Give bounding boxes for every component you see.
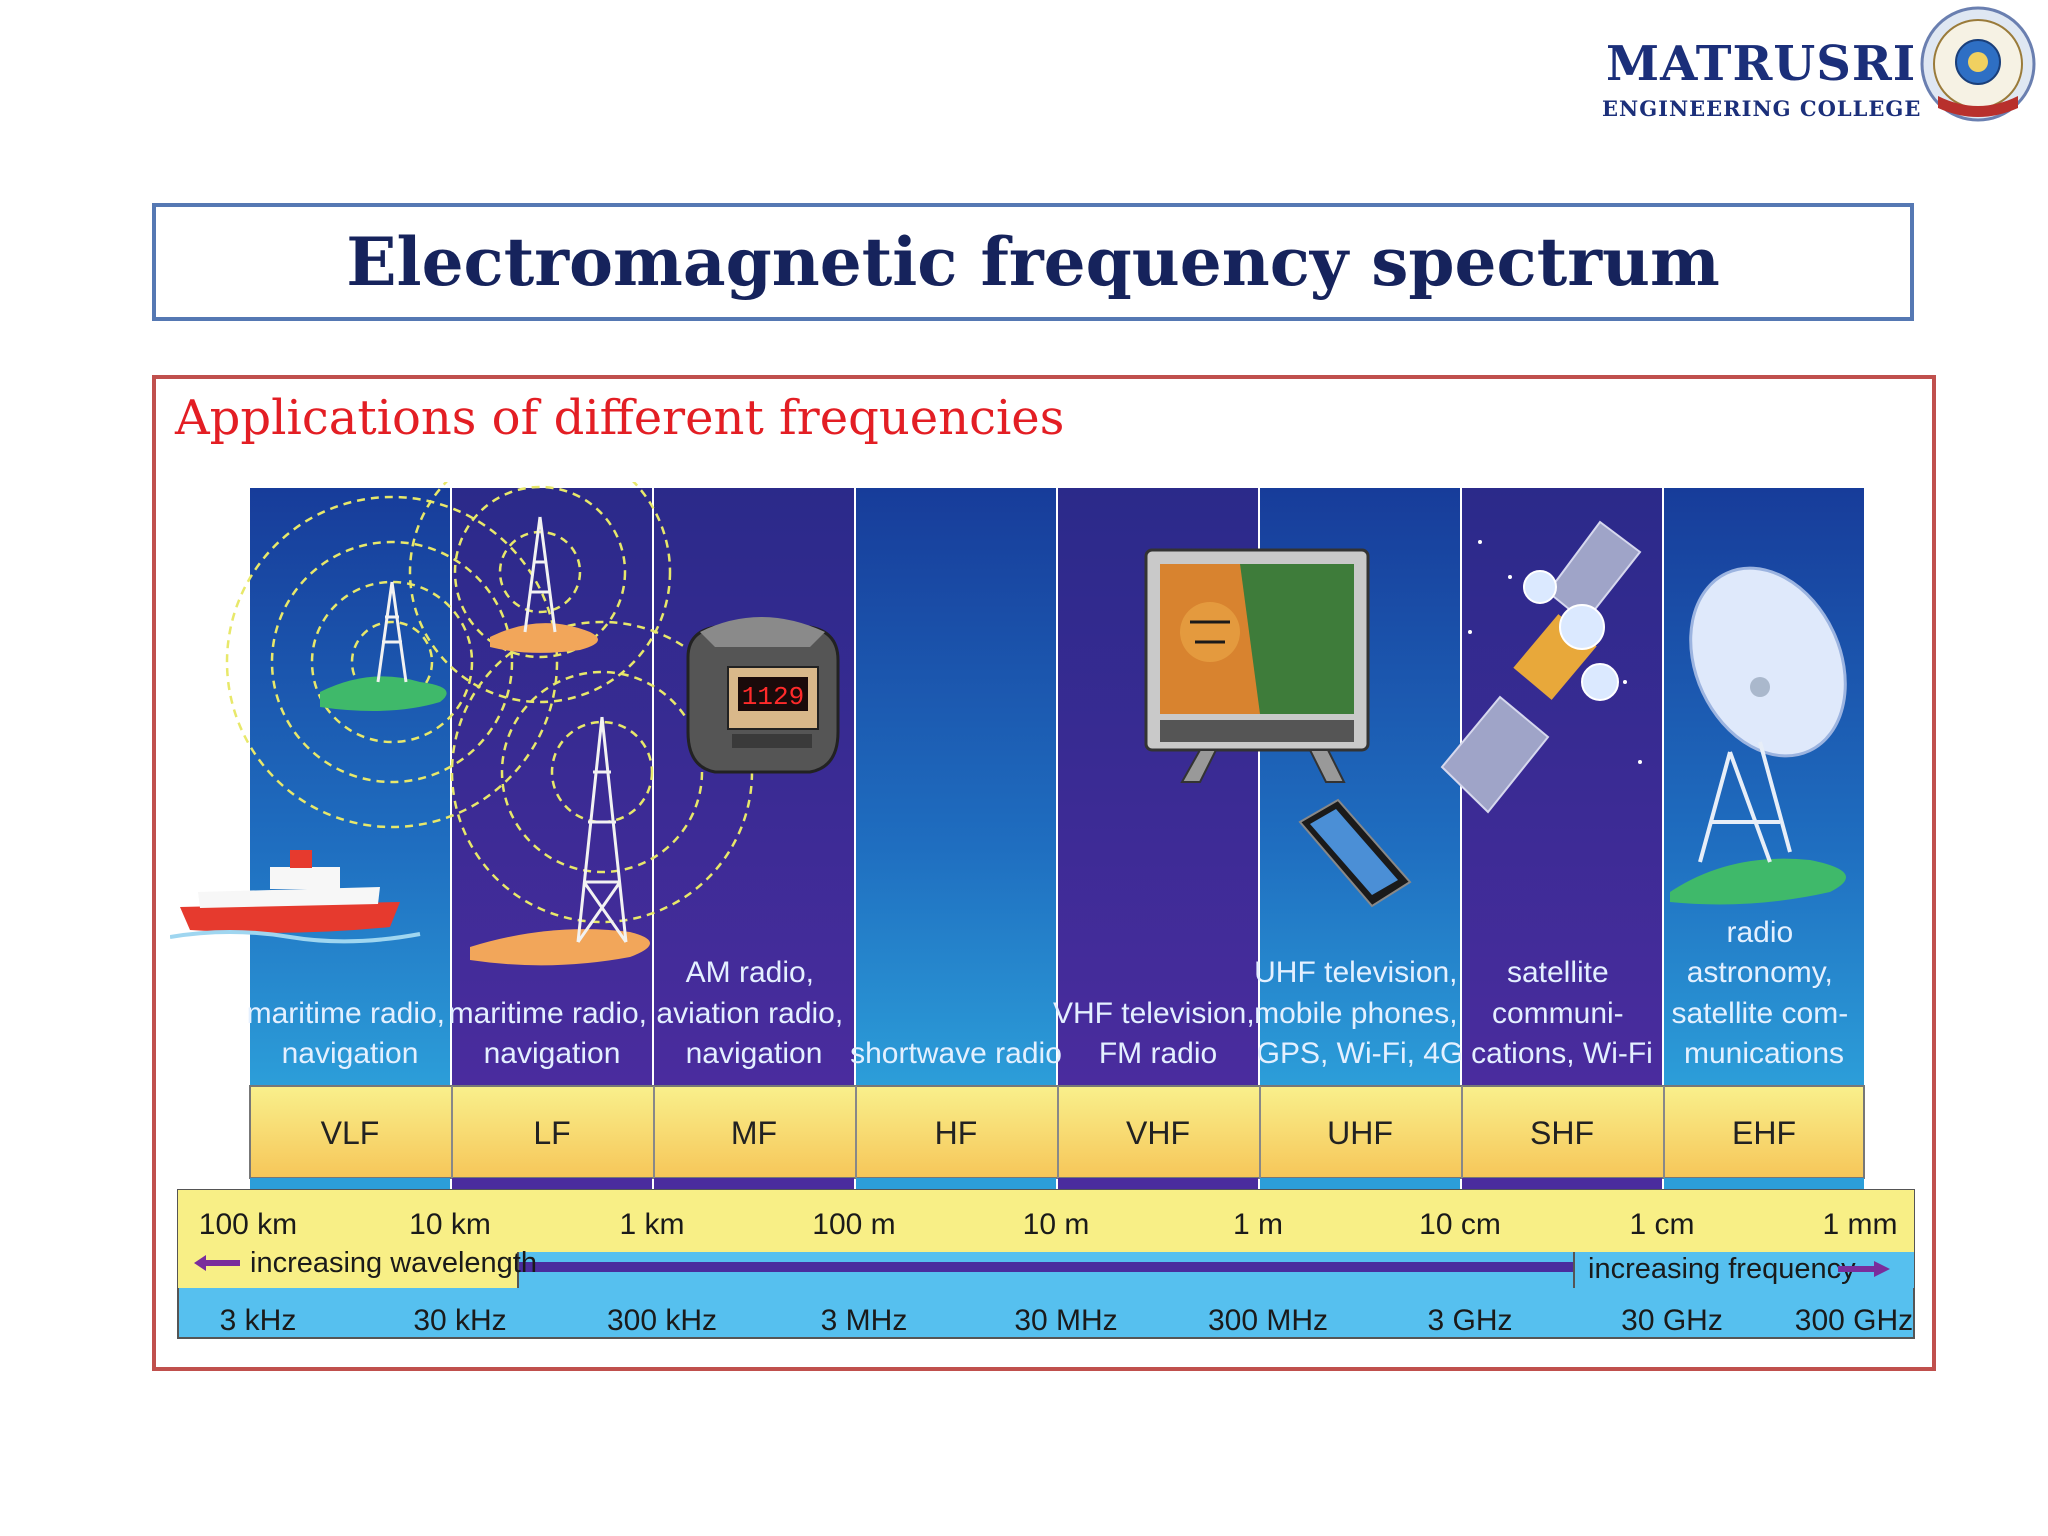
frequency-spectrum-diagram: 1129 maritime radio, — [170, 482, 1915, 1339]
band-column-hf — [856, 488, 1056, 1086]
title-box: Electromagnetic frequency spectrum — [152, 203, 1914, 321]
college-seal-icon — [1920, 6, 2036, 122]
band-label-hf: HF — [935, 1115, 978, 1151]
column-strips — [250, 1178, 1864, 1190]
frequency-label: 300 kHz — [607, 1304, 717, 1337]
frequency-arrow-label: increasing frequency — [1588, 1253, 1856, 1285]
application-labels: maritime radio, navigation maritime radi… — [247, 916, 1856, 1070]
wavelength-label: 10 km — [409, 1208, 491, 1241]
band-column-mf — [654, 488, 854, 1086]
wavelength-label: 1 m — [1233, 1208, 1283, 1241]
stars — [1468, 540, 1642, 764]
app-label-lf: maritime radio, navigation — [449, 997, 656, 1070]
logo-name: MATRUSRI — [1606, 36, 1917, 92]
mobile-phone-icon — [1298, 798, 1412, 908]
wavelength-label: 100 m — [812, 1208, 895, 1241]
band-label-lf: LF — [533, 1115, 570, 1151]
clock-radio-icon: 1129 — [686, 617, 840, 774]
television-icon — [1144, 548, 1370, 783]
content-frame — [152, 375, 1936, 1371]
wavelength-label: 10 m — [1023, 1208, 1090, 1241]
app-label-hf: shortwave radio — [850, 1037, 1062, 1070]
frequency-arrow: increasing frequency — [1588, 1253, 1890, 1285]
app-label-uhf: UHF television, mobile phones, GPS, Wi-F… — [1254, 956, 1466, 1070]
band-label-shf: SHF — [1530, 1115, 1594, 1151]
band-label-ehf: EHF — [1732, 1115, 1796, 1151]
frequency-label: 30 MHz — [1014, 1304, 1117, 1337]
frequency-label: 30 kHz — [413, 1304, 506, 1337]
satellite-dish-icon — [1670, 566, 1847, 905]
band-label-uhf: UHF — [1327, 1115, 1393, 1151]
app-label-vlf: maritime radio, navigation — [247, 997, 454, 1070]
slide-title: Electromagnetic frequency spectrum — [346, 223, 1720, 301]
wavelength-labels: 100 km 10 km 1 km 100 m 10 m 1 m 10 cm 1… — [199, 1208, 1898, 1241]
frequency-label: 30 GHz — [1621, 1304, 1723, 1337]
ship-and-tower-icon — [170, 581, 447, 944]
frequency-label: 300 MHz — [1208, 1304, 1328, 1337]
frequency-label: 300 GHz — [1795, 1304, 1913, 1337]
radio-tower-icon — [470, 516, 650, 966]
app-label-mf: AM radio, aviation radio, navigation — [656, 956, 851, 1070]
band-name-row: VLF LF MF HF VHF UHF SHF EHF — [249, 1085, 1865, 1179]
app-label-ehf: radio astronomy, satellite com- municati… — [1671, 916, 1856, 1070]
scale-bar — [177, 1189, 1915, 1339]
logo-subtitle: ENGINEERING COLLEGE — [1602, 96, 1922, 121]
frequency-label: 3 MHz — [821, 1304, 908, 1337]
band-label-vlf: VLF — [321, 1115, 380, 1151]
college-logo: MATRUSRI ENGINEERING COLLEGE — [1598, 6, 2038, 144]
wavelength-label: 1 mm — [1823, 1208, 1898, 1241]
wavelength-arrow: increasing wavelength — [194, 1247, 537, 1279]
wavelength-label: 100 km — [199, 1208, 297, 1241]
frequency-labels: 3 kHz 30 kHz 300 kHz 3 MHz 30 MHz 300 MH… — [220, 1304, 1914, 1337]
clock-display: 1129 — [742, 682, 804, 712]
slide-subtitle: Applications of different frequencies — [175, 390, 1065, 446]
band-label-mf: MF — [731, 1115, 777, 1151]
wavelength-label: 10 cm — [1419, 1208, 1501, 1241]
band-label-vhf: VHF — [1126, 1115, 1190, 1151]
wavelength-arrow-label: increasing wavelength — [250, 1247, 537, 1279]
wavelength-label: 1 cm — [1629, 1208, 1694, 1241]
band-column-vlf — [250, 488, 450, 1086]
frequency-label: 3 GHz — [1427, 1304, 1512, 1337]
app-label-vhf: VHF television, FM radio — [1053, 997, 1263, 1070]
app-label-shf: satellite communi- cations, Wi-Fi — [1471, 956, 1653, 1070]
wavelength-label: 1 km — [619, 1208, 684, 1241]
satellite-icon — [1440, 520, 1642, 814]
frequency-label: 3 kHz — [220, 1304, 297, 1337]
